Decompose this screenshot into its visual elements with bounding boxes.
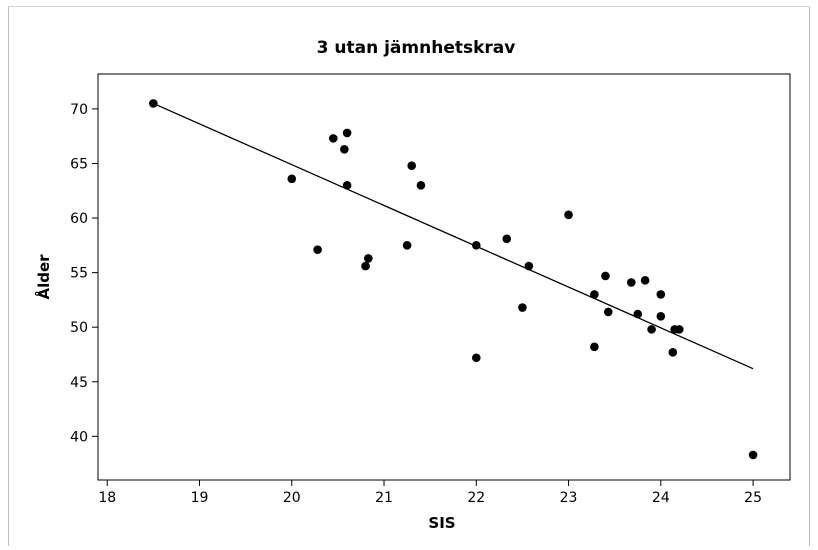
y-tick-label: 65 [70, 156, 88, 172]
data-point [590, 290, 599, 299]
regression-line [153, 102, 754, 370]
data-point [149, 99, 158, 108]
x-axis-label: SIS [428, 514, 455, 532]
y-tick-label: 40 [70, 429, 88, 445]
data-point [313, 245, 322, 255]
data-point [340, 145, 349, 154]
y-axis-label: Ålder [34, 254, 53, 300]
x-tick-label: 21 [375, 490, 393, 506]
points-group [149, 99, 758, 460]
y-tick-label: 70 [70, 102, 88, 118]
y-tick-label: 45 [70, 375, 88, 391]
y-axis: 40 45 50 55 60 65 70 [70, 102, 98, 445]
x-tick-label: 20 [283, 490, 301, 506]
x-tick-label: 22 [467, 490, 485, 506]
data-point [656, 311, 666, 321]
y-tick-label: 60 [70, 211, 88, 227]
data-point [502, 234, 512, 244]
data-point [361, 261, 370, 271]
data-point [633, 309, 643, 319]
x-tick-label: 25 [744, 490, 762, 506]
x-tick-label: 19 [191, 490, 209, 506]
data-point [668, 348, 678, 357]
x-tick-label: 24 [652, 490, 670, 506]
data-point [524, 261, 534, 271]
data-point [564, 210, 573, 220]
data-point [402, 241, 412, 250]
data-point [364, 254, 373, 263]
data-point [342, 181, 352, 190]
x-axis: 18 19 20 21 22 23 24 25 [98, 480, 762, 506]
data-point [287, 174, 297, 184]
data-point [518, 303, 527, 312]
data-point [627, 278, 636, 287]
data-point [656, 290, 666, 299]
data-point [647, 325, 656, 334]
regression-line-group [153, 102, 754, 370]
data-point [471, 241, 481, 250]
data-point [674, 325, 684, 334]
data-point [328, 134, 338, 143]
y-tick-label: 55 [70, 266, 88, 282]
data-point [471, 353, 481, 363]
data-point [590, 342, 599, 352]
data-point [407, 161, 417, 170]
data-point [640, 275, 650, 285]
y-tick-label: 50 [70, 320, 88, 336]
data-point [603, 307, 613, 317]
data-point [342, 128, 352, 138]
data-point [601, 271, 610, 281]
data-point [416, 181, 426, 190]
chart-title: 3 utan jämnhetskrav [317, 38, 516, 58]
data-point [748, 450, 758, 460]
plot-area [97, 73, 791, 481]
x-tick-label: 18 [98, 490, 116, 506]
x-tick-label: 23 [560, 490, 578, 506]
